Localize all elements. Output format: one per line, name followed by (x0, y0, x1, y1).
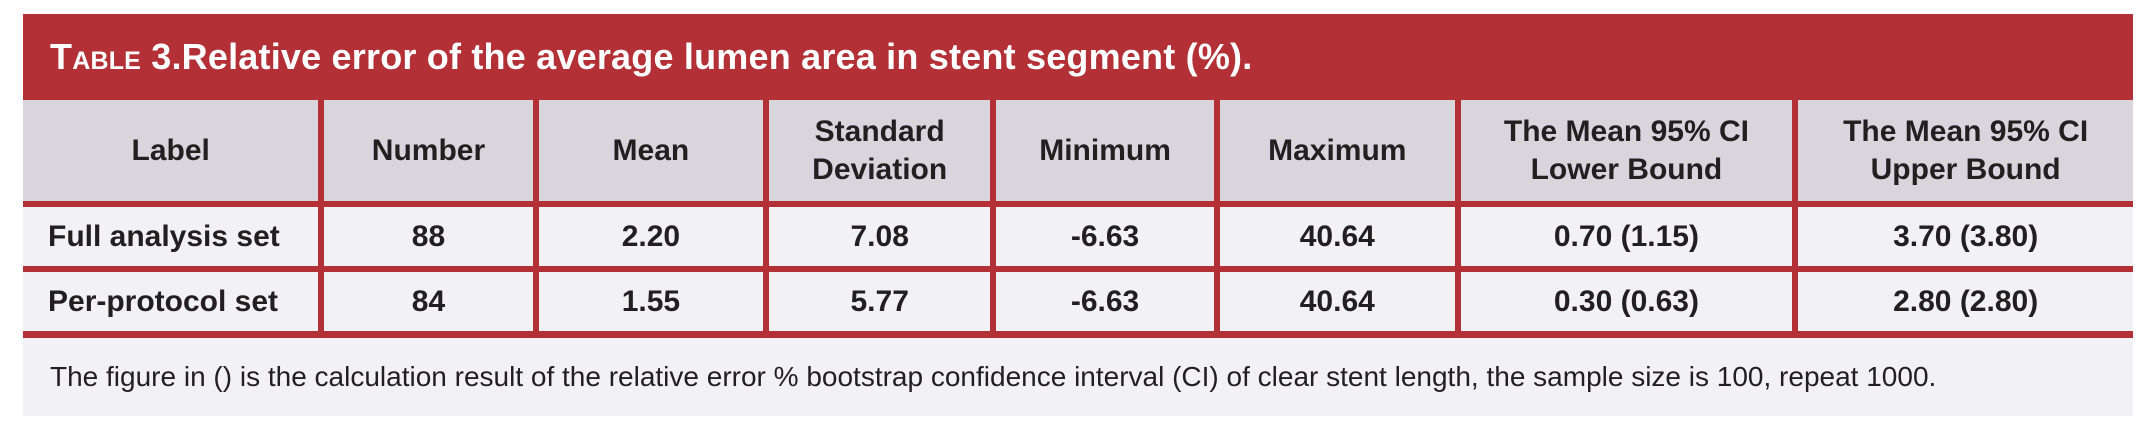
cell-mean: 2.20 (538, 207, 764, 266)
row-label: Per-protocol set (23, 272, 319, 331)
cell-number: 88 (324, 207, 533, 266)
table-number: Table 3. (50, 36, 182, 77)
row-label: Full analysis set (23, 207, 319, 266)
cell-number: 84 (324, 272, 533, 331)
column-header-ci-upper-bound: The Mean 95% CI Upper Bound (1798, 100, 2133, 201)
cell-maximum: 40.64 (1219, 272, 1455, 331)
cell-minimum: -6.63 (996, 207, 1214, 266)
column-header-mean: Mean (538, 100, 764, 201)
cell-maximum: 40.64 (1219, 207, 1455, 266)
data-table: Label Number Mean Standard Deviation Min… (23, 100, 2133, 338)
cell-standard-deviation: 7.08 (769, 207, 991, 266)
cell-mean: 1.55 (538, 272, 764, 331)
cell-ci-upper-bound: 3.70 (3.80) (1798, 207, 2133, 266)
column-header-number: Number (324, 100, 533, 201)
table-3: Table 3. Relative error of the average l… (23, 14, 2133, 416)
table-title-bar: Table 3. Relative error of the average l… (23, 14, 2133, 100)
cell-minimum: -6.63 (996, 272, 1214, 331)
cell-standard-deviation: 5.77 (769, 272, 991, 331)
column-header-maximum: Maximum (1219, 100, 1455, 201)
column-header-label: Label (23, 100, 319, 201)
table-caption: Relative error of the average lumen area… (181, 36, 1253, 77)
column-header-ci-lower-bound: The Mean 95% CI Lower Bound (1460, 100, 1793, 201)
column-header-standard-deviation: Standard Deviation (769, 100, 991, 201)
cell-ci-lower-bound: 0.30 (0.63) (1460, 272, 1793, 331)
cell-ci-upper-bound: 2.80 (2.80) (1798, 272, 2133, 331)
cell-ci-lower-bound: 0.70 (1.15) (1460, 207, 1793, 266)
table-footnote: The figure in () is the calculation resu… (23, 338, 2133, 416)
column-header-minimum: Minimum (996, 100, 1214, 201)
